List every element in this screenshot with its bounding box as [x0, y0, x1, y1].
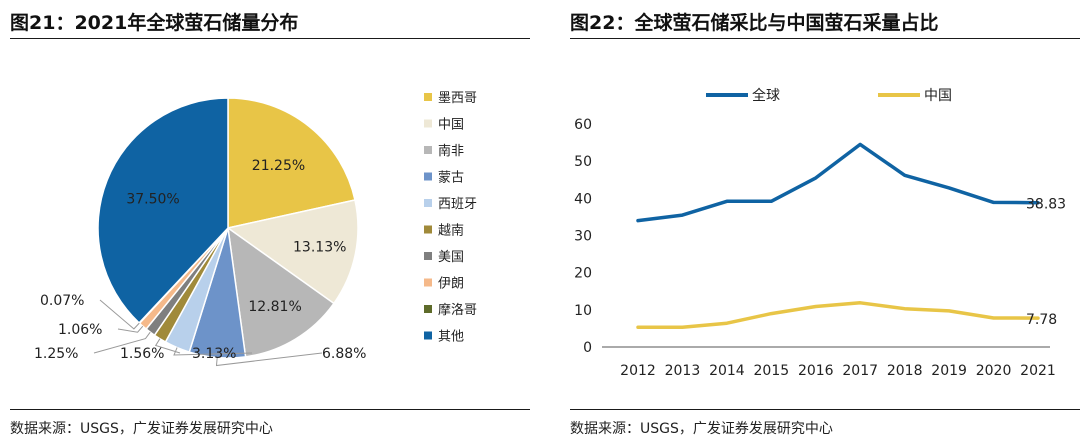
legend-label: 美国: [438, 250, 464, 265]
legend-label: 摩洛哥: [438, 302, 477, 318]
pie-data-label: 37.50%: [126, 191, 179, 207]
x-tick-label: 2016: [798, 363, 834, 379]
pie-data-label: 6.88%: [322, 346, 366, 362]
pie-source-divider: [10, 409, 530, 410]
pie-chart: 21.25% 13.13% 12.81% 6.88% 3.13% 1.56% 1.25% 1.…: [34, 91, 477, 367]
pie-leader-line: [173, 347, 253, 356]
line-axes: 0 10 20 30 40 50 60 2012 2013 2014 2015 2016 2017 201…: [574, 117, 1056, 379]
pie-slice: [227, 226, 335, 358]
legend-label: 西班牙: [438, 197, 477, 212]
pie-data-label: 21.25%: [252, 158, 305, 174]
series-end-label: 38.83: [1026, 197, 1066, 213]
y-tick-label: 10: [574, 303, 592, 319]
pie-data-label: 12.81%: [248, 299, 301, 315]
line-title-divider: [570, 38, 1080, 39]
y-tick-label: 40: [574, 191, 592, 207]
y-tick-label: 20: [574, 266, 592, 282]
pie-chart-title: 图21：2021年全球萤石储量分布: [10, 12, 299, 34]
series-line: [636, 142, 1040, 223]
pie-leader-line: [117, 325, 144, 333]
legend-swatch: [424, 146, 432, 154]
legend-label: 墨西哥: [438, 91, 477, 106]
legend-swatch: [424, 119, 432, 128]
pie-data-label: 1.25%: [34, 346, 78, 362]
y-tick-label: 60: [574, 117, 592, 133]
pie-leader-line: [215, 352, 323, 367]
legend-label: 越南: [438, 223, 464, 239]
series-end-label: 7.78: [1026, 312, 1057, 328]
pie-leader-line: [93, 331, 151, 354]
x-tick-label: 2019: [931, 363, 967, 379]
pie-data-label: 1.06%: [58, 322, 102, 338]
pie-source-note: 数据来源：USGS，广发证券发展研究中心: [10, 421, 273, 437]
x-tick-label: 2014: [709, 363, 745, 379]
legend-swatch: [424, 305, 432, 313]
pie-panel: 图21：2021年全球萤石储量分布 21.25% 13.13% 12.81% 6.88…: [0, 0, 530, 446]
legend-swatch: [424, 331, 432, 340]
x-tick-label: 2018: [887, 363, 923, 379]
pie-slices: [97, 97, 359, 359]
legend-swatch: [424, 278, 432, 287]
x-tick-label: 2015: [754, 363, 790, 379]
x-tick-label: 2020: [976, 363, 1012, 379]
legend-label: 伊朗: [438, 277, 464, 292]
y-tick-label: 0: [583, 340, 592, 356]
pie-title-divider: [10, 38, 530, 39]
pie-data-labels: 21.25% 13.13% 12.81% 6.88% 3.13% 1.56% 1.25% 1.…: [34, 158, 366, 362]
legend-swatch: [424, 93, 432, 101]
y-tick-label: 50: [574, 154, 592, 170]
x-tick-label: 2021: [1020, 363, 1056, 379]
y-tick-label: 30: [574, 229, 592, 245]
legend-swatch: [424, 225, 432, 234]
series-line: [636, 301, 1040, 330]
x-tick-label: 2012: [620, 363, 656, 379]
pie-slice: [97, 97, 229, 324]
pie-data-label: 13.13%: [293, 240, 346, 256]
pie-leader-lines: [93, 299, 323, 367]
legend-label: 蒙古: [438, 171, 464, 186]
pie-slice: [226, 199, 359, 305]
line-chart-title: 图22：全球萤石储采比与中国萤石采量占比: [570, 12, 939, 34]
line-source-divider: [570, 409, 1080, 410]
pie-leader-line: [99, 299, 140, 330]
legend-label: 中国: [438, 118, 464, 133]
line-end-labels: 38.83 7.78: [1026, 197, 1066, 328]
x-tick-label: 2013: [665, 363, 701, 379]
line-source-note: 数据来源：USGS，广发证券发展研究中心: [570, 421, 833, 437]
pie-slice: [227, 97, 356, 229]
pie-data-label: 3.13%: [192, 346, 236, 362]
legend-label: 全球: [752, 87, 780, 104]
line-panel: 图22：全球萤石储采比与中国萤石采量占比 全球 中国 0 10 20 30 40 50 60 2…: [560, 0, 1080, 446]
pie-leader-line: [154, 338, 181, 354]
legend-label: 其他: [438, 330, 464, 345]
line-chart: 全球 中国 0 10 20 30 40 50 60 2012 2013 2014 2015 2016 20…: [574, 87, 1066, 379]
pie-data-label: 0.07%: [40, 293, 84, 309]
legend-label: 中国: [924, 88, 952, 104]
line-series: [636, 142, 1040, 330]
legend-label: 南非: [438, 143, 464, 159]
legend-swatch: [424, 172, 432, 181]
x-tick-label: 2017: [842, 363, 878, 379]
pie-data-label: 1.56%: [120, 346, 164, 362]
legend-swatch: [424, 252, 432, 260]
line-legend: 全球 中国: [706, 87, 952, 104]
legend-swatch: [424, 199, 432, 207]
